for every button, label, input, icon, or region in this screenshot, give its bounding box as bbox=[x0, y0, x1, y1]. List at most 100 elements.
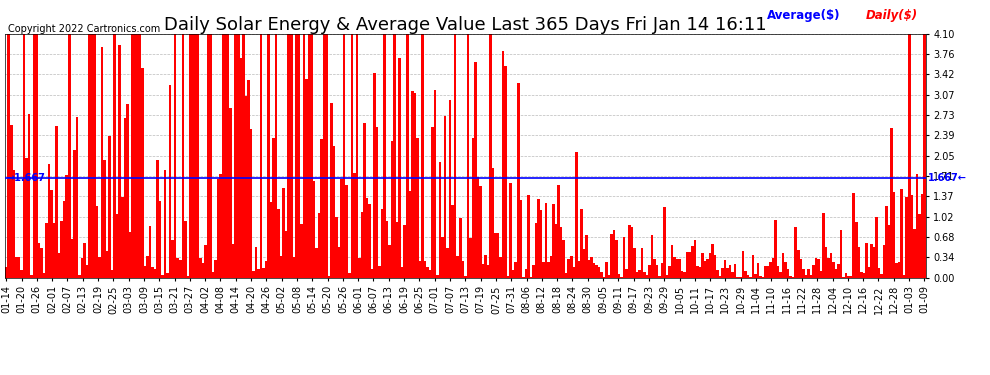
Bar bbox=[243, 34, 245, 278]
Bar bbox=[908, 34, 911, 278]
Bar bbox=[543, 262, 545, 278]
Bar bbox=[280, 256, 282, 278]
Bar bbox=[98, 257, 101, 278]
Bar bbox=[744, 271, 746, 278]
Bar bbox=[870, 244, 872, 278]
Bar bbox=[557, 185, 560, 278]
Bar bbox=[663, 207, 666, 278]
Bar bbox=[144, 266, 147, 278]
Bar bbox=[838, 264, 840, 278]
Bar bbox=[285, 231, 287, 278]
Bar bbox=[38, 243, 41, 278]
Bar bbox=[240, 58, 243, 278]
Bar bbox=[411, 91, 414, 278]
Bar bbox=[217, 180, 220, 278]
Bar bbox=[270, 202, 272, 278]
Bar bbox=[875, 217, 878, 278]
Bar bbox=[645, 274, 648, 278]
Bar bbox=[795, 227, 797, 278]
Text: Average($): Average($) bbox=[767, 9, 841, 22]
Bar bbox=[603, 277, 605, 278]
Bar bbox=[522, 277, 525, 278]
Bar bbox=[220, 174, 222, 278]
Bar bbox=[626, 269, 628, 278]
Bar bbox=[504, 66, 507, 278]
Bar bbox=[828, 258, 830, 278]
Bar bbox=[131, 34, 134, 278]
Bar bbox=[30, 274, 33, 278]
Bar bbox=[13, 170, 15, 278]
Bar bbox=[782, 253, 784, 278]
Bar bbox=[331, 103, 333, 278]
Bar bbox=[533, 265, 535, 278]
Bar bbox=[43, 273, 46, 278]
Bar bbox=[800, 259, 802, 278]
Bar bbox=[129, 232, 131, 278]
Bar bbox=[437, 275, 439, 278]
Bar bbox=[616, 240, 618, 278]
Bar bbox=[267, 34, 270, 278]
Bar bbox=[857, 247, 860, 278]
Bar bbox=[792, 277, 795, 278]
Bar bbox=[323, 34, 326, 278]
Text: 1.667←: 1.667← bbox=[928, 173, 966, 183]
Bar bbox=[124, 117, 126, 278]
Bar bbox=[885, 207, 888, 278]
Bar bbox=[515, 262, 517, 278]
Bar bbox=[729, 266, 732, 278]
Bar bbox=[404, 225, 406, 278]
Bar bbox=[835, 269, 838, 278]
Bar bbox=[171, 240, 174, 278]
Bar bbox=[158, 201, 161, 278]
Bar bbox=[830, 253, 833, 278]
Bar bbox=[456, 256, 459, 278]
Bar bbox=[636, 272, 639, 278]
Bar bbox=[142, 68, 144, 278]
Bar bbox=[70, 239, 73, 278]
Bar bbox=[360, 212, 363, 278]
Bar bbox=[254, 247, 257, 278]
Bar bbox=[272, 138, 275, 278]
Bar bbox=[409, 191, 411, 278]
Bar bbox=[840, 230, 842, 278]
Bar bbox=[80, 258, 83, 278]
Bar bbox=[318, 213, 320, 278]
Bar bbox=[593, 263, 595, 278]
Bar bbox=[186, 276, 189, 278]
Bar bbox=[709, 253, 711, 278]
Bar bbox=[658, 276, 660, 278]
Bar bbox=[10, 125, 13, 278]
Bar bbox=[756, 262, 759, 278]
Bar bbox=[510, 183, 512, 278]
Bar bbox=[865, 243, 867, 278]
Bar bbox=[8, 34, 10, 278]
Bar bbox=[639, 270, 641, 278]
Bar bbox=[166, 273, 169, 278]
Bar bbox=[373, 74, 376, 278]
Bar bbox=[906, 197, 908, 278]
Bar bbox=[65, 174, 68, 278]
Bar bbox=[901, 189, 903, 278]
Bar bbox=[572, 267, 575, 278]
Bar bbox=[33, 34, 36, 278]
Bar bbox=[207, 34, 209, 278]
Bar bbox=[419, 261, 421, 278]
Bar bbox=[282, 188, 285, 278]
Bar bbox=[343, 34, 346, 278]
Bar bbox=[147, 256, 148, 278]
Bar bbox=[789, 276, 792, 278]
Bar bbox=[277, 209, 280, 278]
Bar bbox=[769, 262, 772, 278]
Bar bbox=[174, 34, 176, 278]
Bar bbox=[577, 261, 580, 278]
Bar bbox=[18, 256, 20, 278]
Bar bbox=[686, 252, 688, 278]
Bar bbox=[230, 108, 232, 278]
Bar bbox=[883, 244, 885, 278]
Bar bbox=[398, 58, 401, 278]
Bar bbox=[5, 267, 8, 278]
Bar bbox=[588, 260, 590, 278]
Bar bbox=[20, 270, 23, 278]
Bar bbox=[73, 150, 75, 278]
Bar bbox=[613, 230, 616, 278]
